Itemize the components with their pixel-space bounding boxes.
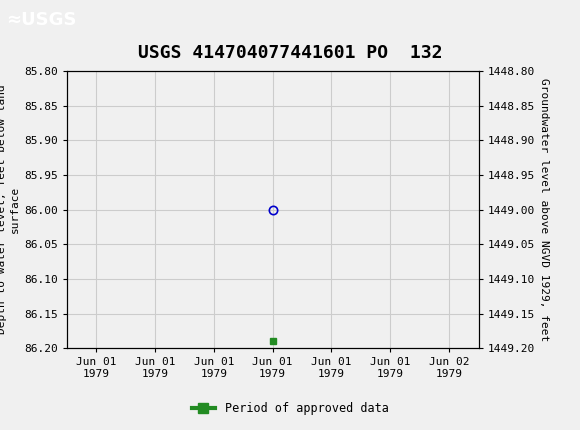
Text: ≈USGS: ≈USGS bbox=[6, 11, 77, 29]
Text: USGS 414704077441601 PO  132: USGS 414704077441601 PO 132 bbox=[138, 44, 442, 62]
Y-axis label: Depth to water level, feet below land
surface: Depth to water level, feet below land su… bbox=[0, 85, 20, 335]
Legend: Period of approved data: Period of approved data bbox=[187, 397, 393, 420]
Y-axis label: Groundwater level above NGVD 1929, feet: Groundwater level above NGVD 1929, feet bbox=[539, 78, 549, 341]
